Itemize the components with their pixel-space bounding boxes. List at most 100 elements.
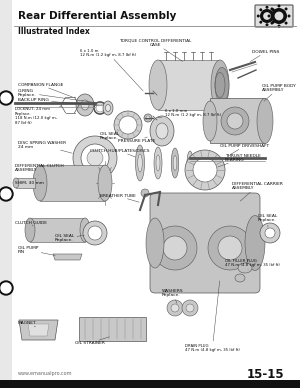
Text: www.emanualpro.com: www.emanualpro.com (18, 371, 73, 376)
Text: OIL PUMP BODY
ASSEMBLY: OIL PUMP BODY ASSEMBLY (262, 84, 296, 101)
Circle shape (0, 91, 13, 105)
Ellipse shape (188, 157, 191, 169)
Text: DOWEL PINS: DOWEL PINS (250, 50, 279, 62)
Circle shape (153, 226, 197, 270)
Ellipse shape (25, 218, 35, 242)
Circle shape (274, 12, 284, 21)
Text: 6 x 1.0 mm
12 N.m (1.2 kgf m, 8.7 lbf ft): 6 x 1.0 mm 12 N.m (1.2 kgf m, 8.7 lbf ft… (158, 109, 221, 118)
Text: OIL PUMP DRIVESHAFT: OIL PUMP DRIVESHAFT (220, 144, 269, 154)
Circle shape (218, 236, 242, 260)
Text: OIL FILLER PLUG
47 N.m (4.8 kgf m, 35 lbf ft): OIL FILLER PLUG 47 N.m (4.8 kgf m, 35 lb… (225, 259, 280, 270)
Text: OIL STRAINER: OIL STRAINER (75, 337, 109, 345)
Ellipse shape (13, 178, 19, 188)
Polygon shape (158, 60, 220, 110)
Circle shape (265, 228, 275, 238)
FancyBboxPatch shape (210, 98, 265, 143)
Ellipse shape (245, 215, 265, 270)
Circle shape (81, 144, 109, 172)
Ellipse shape (80, 218, 90, 242)
Ellipse shape (235, 274, 245, 282)
Circle shape (260, 223, 280, 243)
Circle shape (163, 236, 187, 260)
Circle shape (1, 189, 11, 199)
Text: 6 x 1.0 m
12 N.m (1.2 kgf m, 8.7 lbf ft): 6 x 1.0 m 12 N.m (1.2 kgf m, 8.7 lbf ft) (80, 49, 143, 91)
Circle shape (0, 281, 13, 295)
Text: TORQUE CONTROL DIFFERENTIAL
CASE: TORQUE CONTROL DIFFERENTIAL CASE (119, 39, 191, 61)
Circle shape (263, 12, 271, 20)
Ellipse shape (81, 100, 89, 110)
Text: LOCKNUT, 24 mm
Replace.
118 N.m (12.0 kgf m,
87 lbf ft): LOCKNUT, 24 mm Replace. 118 N.m (12.0 kg… (15, 106, 61, 125)
Polygon shape (30, 218, 85, 242)
Circle shape (1, 283, 11, 293)
Circle shape (272, 21, 275, 24)
Circle shape (260, 9, 274, 23)
Text: COMPANION FLANGE: COMPANION FLANGE (18, 83, 72, 97)
Circle shape (274, 14, 277, 17)
Text: CLUTCH GUIDE: CLUTCH GUIDE (15, 221, 47, 226)
Circle shape (193, 158, 217, 182)
Circle shape (119, 116, 137, 134)
Text: DRAIN PLUG
47 N.m (4.8 kgf m, 35 lbf ft): DRAIN PLUG 47 N.m (4.8 kgf m, 35 lbf ft) (185, 281, 240, 352)
Ellipse shape (106, 104, 110, 111)
Ellipse shape (156, 123, 168, 139)
Circle shape (88, 226, 102, 240)
Polygon shape (53, 254, 82, 260)
FancyBboxPatch shape (255, 5, 293, 27)
Polygon shape (16, 178, 35, 188)
Circle shape (257, 14, 260, 17)
Circle shape (185, 150, 225, 190)
Text: OIL SEAL
Replace.: OIL SEAL Replace. (258, 214, 277, 227)
Circle shape (266, 6, 268, 9)
Polygon shape (28, 324, 49, 336)
Circle shape (1, 93, 11, 103)
Ellipse shape (171, 148, 179, 178)
Text: O-RING
Replace.: O-RING Replace. (18, 89, 95, 102)
Circle shape (278, 5, 280, 7)
Ellipse shape (136, 145, 145, 181)
Ellipse shape (187, 151, 193, 175)
Text: THRUST NEEDLE
BEARING: THRUST NEEDLE BEARING (218, 154, 261, 167)
Polygon shape (19, 320, 58, 340)
Circle shape (114, 111, 142, 139)
Circle shape (266, 23, 268, 26)
Ellipse shape (146, 116, 150, 120)
Ellipse shape (154, 147, 162, 179)
Ellipse shape (144, 114, 152, 122)
Text: BACK-UP RING: BACK-UP RING (18, 98, 102, 106)
Circle shape (208, 226, 252, 270)
Circle shape (0, 187, 13, 201)
Ellipse shape (146, 218, 164, 268)
Circle shape (285, 22, 288, 24)
Circle shape (259, 8, 262, 11)
Text: SHIM, 30 mm: SHIM, 30 mm (15, 181, 44, 185)
Polygon shape (0, 0, 12, 388)
Circle shape (272, 8, 275, 11)
Ellipse shape (33, 165, 47, 201)
Text: OIL SEAL
Replace.: OIL SEAL Replace. (55, 234, 84, 242)
Text: PRESSURE PLATE: PRESSURE PLATE (118, 137, 155, 143)
Text: CLUTCH HUB/PLATES/DISCS: CLUTCH HUB/PLATES/DISCS (90, 149, 149, 157)
Text: OIL PUMP
PIN: OIL PUMP PIN (18, 246, 55, 255)
Circle shape (87, 150, 103, 166)
Text: Illustrated Index: Illustrated Index (18, 28, 90, 36)
FancyBboxPatch shape (150, 193, 260, 293)
Ellipse shape (98, 165, 112, 201)
Ellipse shape (173, 156, 177, 170)
Ellipse shape (257, 99, 273, 144)
Circle shape (171, 304, 179, 312)
Text: OIL SEAL
Replace.: OIL SEAL Replace. (100, 130, 119, 140)
Ellipse shape (103, 101, 113, 115)
Circle shape (186, 304, 194, 312)
Ellipse shape (138, 154, 142, 172)
Ellipse shape (211, 60, 229, 110)
Text: Rear Differential Assembly: Rear Differential Assembly (18, 11, 176, 21)
Ellipse shape (156, 155, 160, 171)
Circle shape (83, 221, 107, 245)
Circle shape (73, 136, 117, 180)
Circle shape (285, 7, 288, 10)
Circle shape (167, 300, 183, 316)
Text: DIFFERENTIAL CLUTCH
ASSEMBLY: DIFFERENTIAL CLUTCH ASSEMBLY (15, 164, 64, 175)
Ellipse shape (150, 116, 174, 146)
Circle shape (270, 7, 273, 10)
Polygon shape (0, 380, 300, 388)
